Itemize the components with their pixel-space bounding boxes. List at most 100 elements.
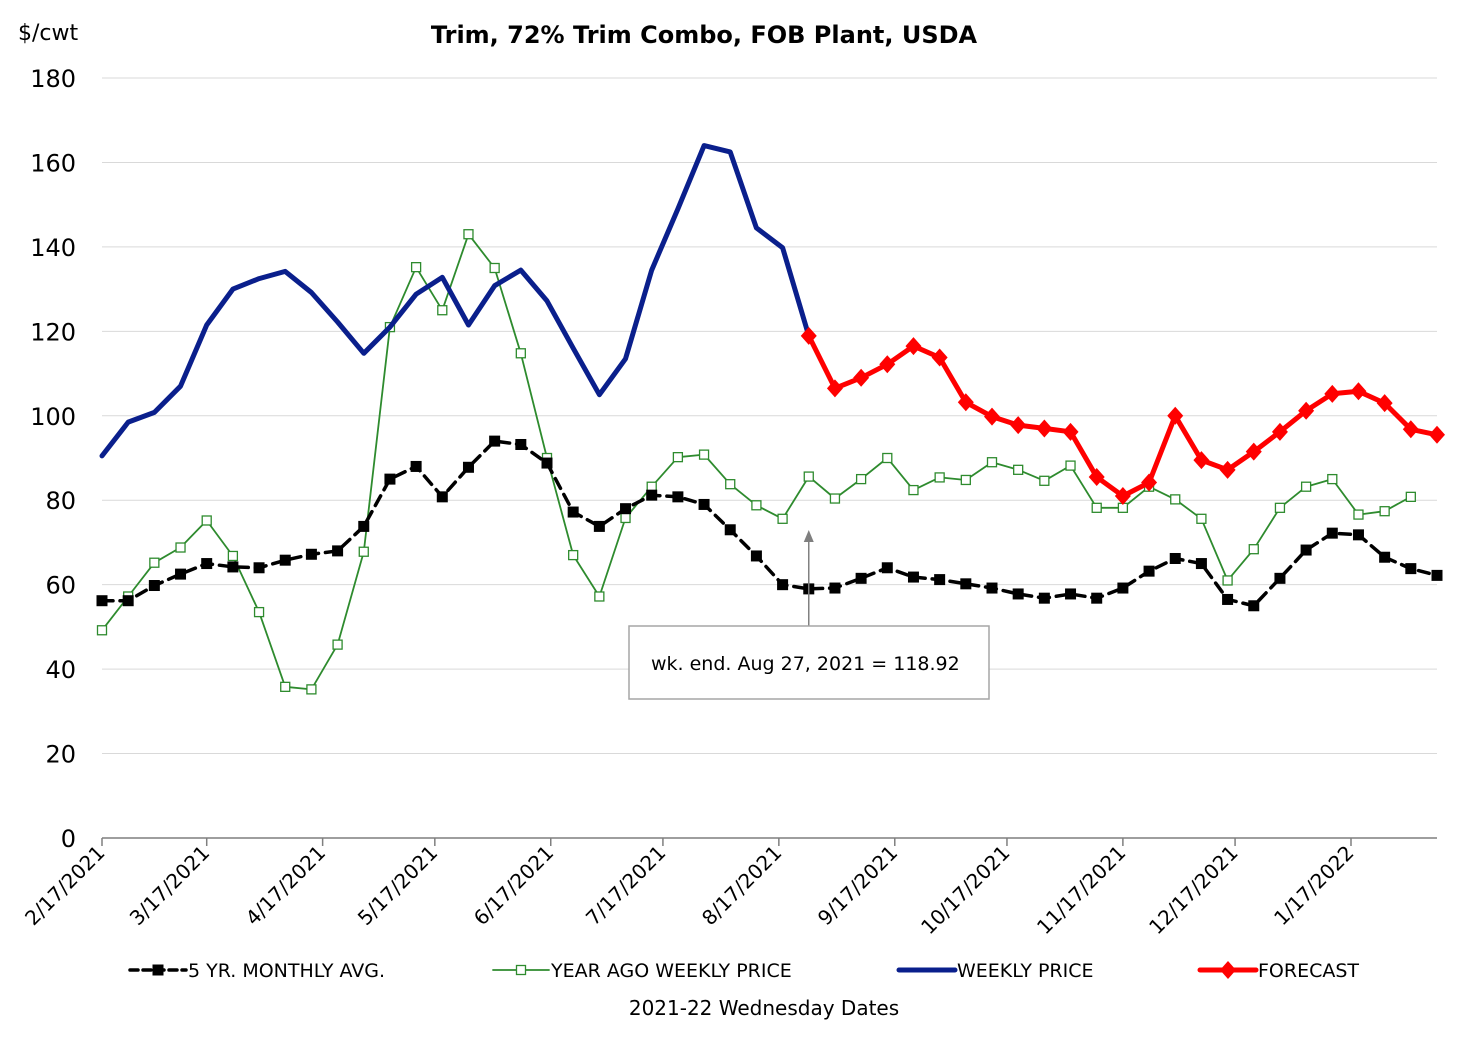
data-point [698, 498, 710, 510]
data-point [1222, 593, 1234, 605]
data-point [855, 473, 867, 485]
data-point [1222, 575, 1233, 586]
x-tick-label: 6/17/2021 [469, 841, 558, 930]
data-point [1353, 509, 1364, 520]
data-point [175, 542, 186, 553]
data-point [253, 606, 265, 618]
data-point [882, 452, 893, 464]
data-point [853, 368, 870, 387]
data-point [1010, 416, 1027, 435]
data-point [1300, 544, 1312, 556]
data-point [829, 582, 841, 594]
y-tick-label: 120 [30, 318, 76, 346]
data-point [1376, 394, 1393, 413]
data-point [567, 506, 579, 518]
data-point [1245, 442, 1262, 461]
data-point [593, 520, 605, 532]
data-point [515, 438, 527, 450]
data-point [1170, 494, 1181, 505]
data-point [1271, 422, 1288, 441]
data-point [934, 574, 946, 586]
x-tick-label: 2/17/2021 [20, 841, 109, 930]
data-point [332, 639, 343, 650]
data-point [410, 460, 422, 472]
data-point [96, 595, 108, 607]
data-point [1248, 544, 1259, 555]
data-point [1193, 451, 1210, 470]
x-tick-label: 4/17/2021 [241, 841, 330, 930]
data-point [1167, 406, 1184, 425]
data-point [1326, 527, 1338, 539]
x-tick-label: 12/17/2021 [1144, 841, 1242, 939]
data-point [620, 512, 631, 524]
legend-label: 5 YR. MONTHLY AVG. [188, 960, 385, 982]
data-point [1350, 382, 1367, 401]
data-point [725, 479, 736, 490]
data-point [800, 326, 817, 345]
x-axis-label: 2021-22 Wednesday Dates [629, 996, 899, 1020]
y-tick-label: 0 [61, 825, 76, 853]
data-point [437, 305, 448, 316]
data-point [905, 337, 922, 356]
data-point [462, 461, 474, 473]
gridlines [102, 77, 1437, 755]
data-point [1402, 420, 1419, 439]
legend-marker [152, 964, 164, 976]
data-point [489, 435, 501, 447]
data-point [1274, 502, 1286, 513]
legend-marker [515, 964, 527, 976]
data-point [1300, 481, 1312, 492]
series-line [99, 143, 812, 459]
data-point [750, 550, 762, 562]
legend-label: YEAR AGO WEEKLY PRICE [550, 960, 792, 982]
legend-label: WEEKLY PRICE [957, 960, 1094, 982]
data-point [1248, 600, 1260, 612]
y-axis-ticks: 0 20 40 60 80 100 120 140 160 180 [30, 65, 76, 853]
callout-text: wk. end. Aug 27, 2021 = 118.92 [651, 653, 960, 675]
data-point [1062, 422, 1079, 441]
y-tick-label: 80 [45, 487, 76, 515]
y-tick-label: 180 [30, 65, 76, 93]
data-point [1195, 558, 1207, 570]
data-point [1036, 419, 1053, 438]
data-point [934, 472, 945, 483]
data-point [410, 262, 422, 273]
x-tick-label: 5/17/2021 [353, 841, 442, 930]
data-point [698, 449, 710, 460]
legend-marker [1220, 961, 1236, 979]
data-point [306, 684, 317, 695]
y-tick-label: 60 [45, 572, 76, 600]
data-point [1117, 582, 1129, 594]
legend-label: FORECAST [1258, 960, 1359, 982]
data-point [724, 524, 736, 536]
data-point [1379, 551, 1391, 563]
y-tick-label: 160 [30, 149, 76, 177]
data-point [1091, 502, 1102, 513]
series-line [101, 233, 1412, 691]
x-tick-label: 11/17/2021 [1032, 841, 1130, 939]
data-point [227, 550, 239, 562]
data-point [1431, 569, 1443, 581]
data-point [489, 262, 500, 274]
data-point [568, 549, 579, 561]
data-point [148, 580, 160, 592]
data-point [1088, 468, 1105, 486]
x-axis: 2/17/2021 3/17/2021 4/17/2021 5/17/2021 6/17… [20, 837, 1437, 939]
data-point [201, 515, 212, 526]
data-point [960, 578, 972, 590]
data-point [1324, 384, 1341, 403]
y-tick-label: 40 [45, 656, 76, 684]
data-point [122, 595, 134, 607]
data-point [855, 572, 867, 584]
data-point [957, 393, 974, 412]
data-point [515, 348, 526, 359]
data-point [1429, 425, 1445, 444]
callout: wk. end. Aug 27, 2021 = 118.92 [628, 530, 990, 700]
data-point [332, 545, 344, 557]
y-tick-label: 20 [45, 741, 76, 769]
callout-box [628, 625, 990, 700]
data-point [777, 513, 788, 524]
data-point [672, 452, 684, 463]
data-point [201, 558, 213, 570]
